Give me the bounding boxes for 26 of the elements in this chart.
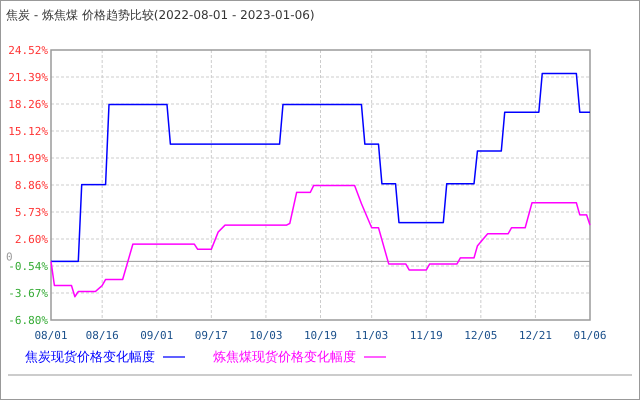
line-series bbox=[50, 184, 591, 298]
y-tick-label: 5.73% bbox=[14, 206, 48, 219]
x-tick-label: 10/19 bbox=[304, 329, 338, 342]
x-tick-label: 09/17 bbox=[194, 329, 228, 342]
y-tick-label: 11.99% bbox=[8, 152, 48, 166]
x-tick-label: 12/05 bbox=[464, 329, 498, 342]
x-tick-label: 09/01 bbox=[140, 329, 174, 342]
y-tick-label: -3.67% bbox=[8, 287, 48, 300]
y-tick-label: 24.52% bbox=[8, 44, 48, 57]
y-tick-label: -6.80% bbox=[8, 314, 48, 327]
x-tick-label: 11/19 bbox=[410, 329, 443, 342]
y-tick-label: 15.12% bbox=[8, 125, 48, 138]
y-tick-label: 2.60% bbox=[14, 232, 48, 246]
y-tick-label: 21.39% bbox=[8, 70, 48, 84]
x-tick-label: 11/03 bbox=[355, 329, 388, 342]
x-tick-label: 01/06 bbox=[573, 329, 607, 342]
chart-title: 焦炭 - 炼焦煤 价格趋势比较(2022-08-01 - 2023-01-06) bbox=[6, 8, 315, 22]
x-tick-label: 12/21 bbox=[518, 329, 552, 342]
legend-label: 焦炭现货价格变化幅度 bbox=[25, 349, 155, 365]
x-tick-label: 08/16 bbox=[86, 329, 119, 342]
x-tick-label: 10/03 bbox=[249, 329, 282, 342]
x-tick-label: 08/01 bbox=[34, 329, 68, 342]
y-tick-label: 18.26% bbox=[8, 98, 48, 111]
legend-label: 炼焦煤现货价格变化幅度 bbox=[213, 349, 356, 365]
y-tick-label: 8.86% bbox=[14, 179, 48, 192]
line-series bbox=[50, 72, 591, 262]
